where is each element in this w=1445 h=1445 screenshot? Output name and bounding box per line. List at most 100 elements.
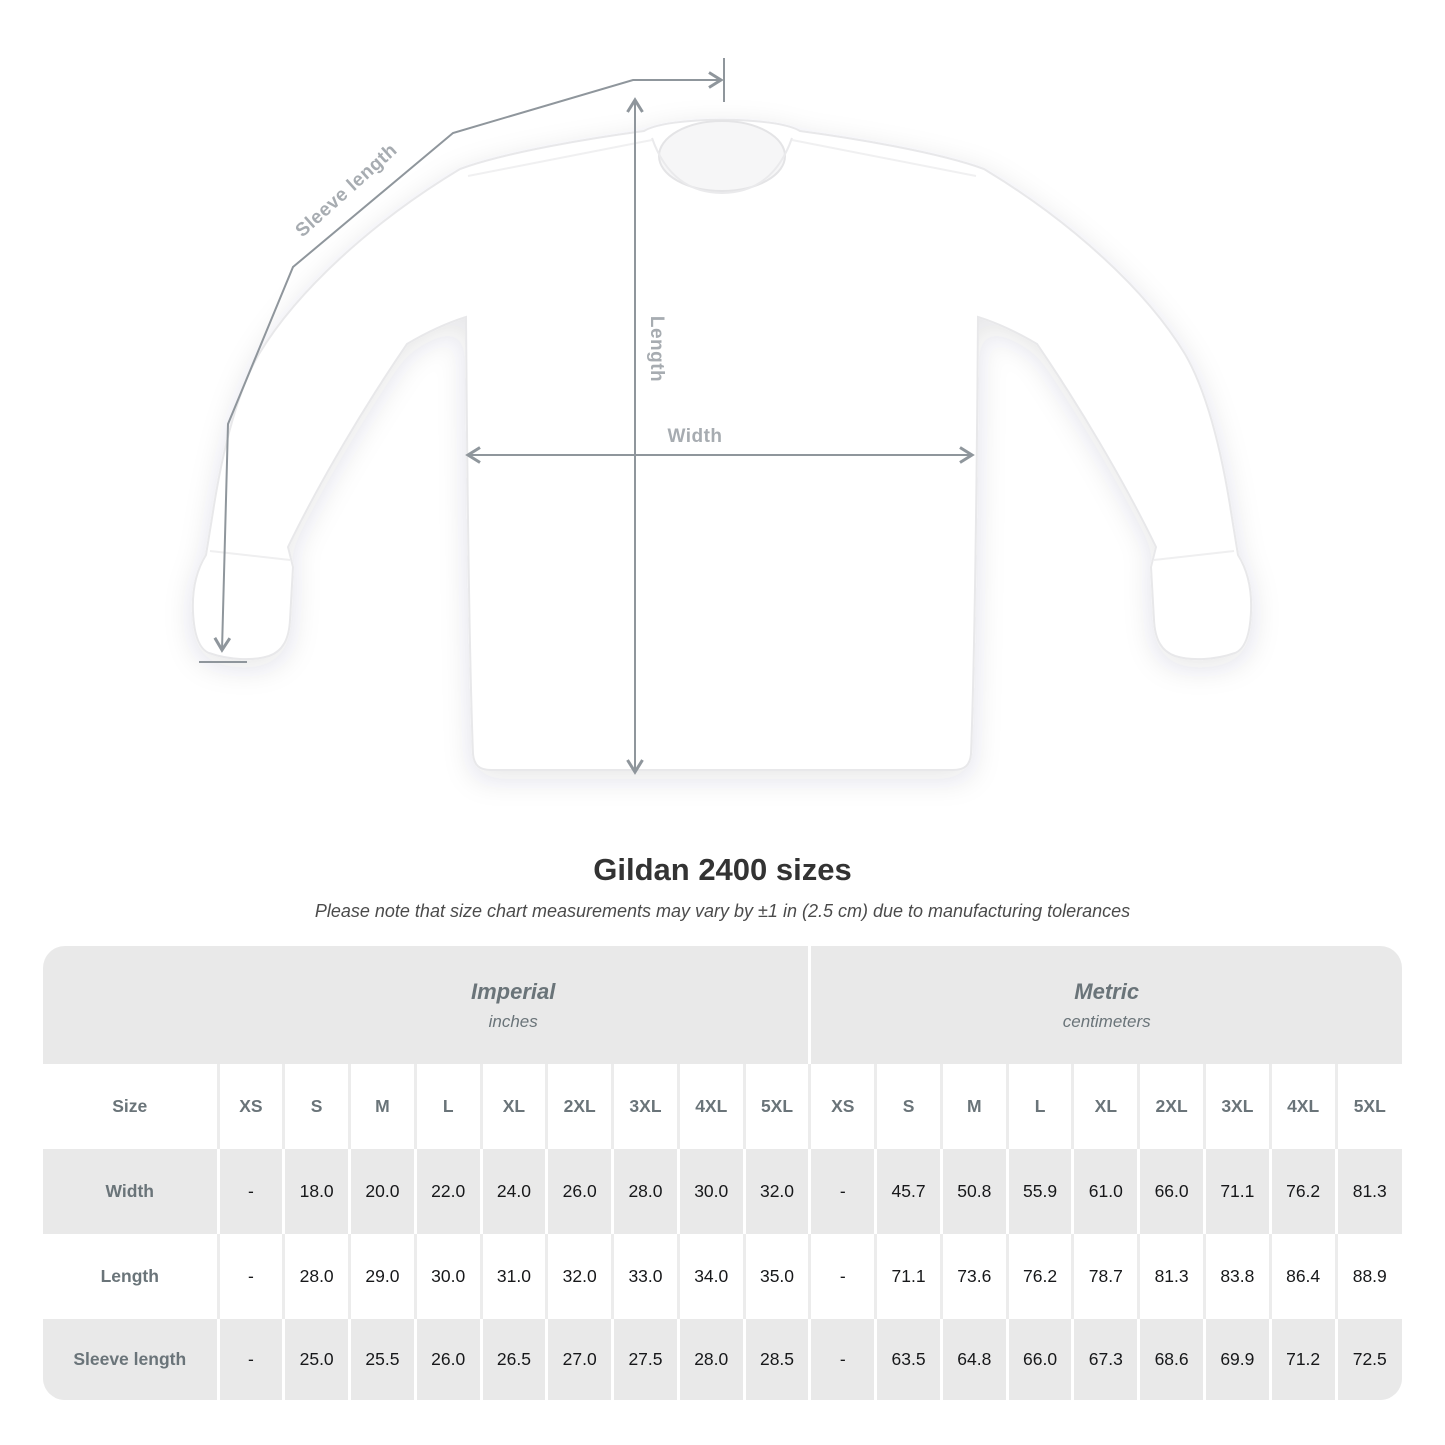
value-cell: 26.5 bbox=[479, 1319, 547, 1400]
size-col-header: 2XL bbox=[1137, 1064, 1205, 1149]
value-cell: 61.0 bbox=[1071, 1149, 1139, 1234]
size-header-row: Size XS S M L XL 2XL 3XL 4XL 5XL XS S M … bbox=[43, 1064, 1402, 1149]
size-col-header: L bbox=[1005, 1064, 1073, 1149]
value-cell: 73.6 bbox=[939, 1234, 1008, 1319]
size-col-header: 4XL bbox=[1268, 1064, 1337, 1149]
shirt-measurement-diagram: Sleeve length Length Width bbox=[191, 58, 1253, 775]
value-cell: 18.0 bbox=[282, 1149, 350, 1234]
value-cell: - bbox=[808, 1234, 876, 1319]
value-cell: 29.0 bbox=[348, 1234, 416, 1319]
size-col-header: XS bbox=[808, 1064, 876, 1149]
size-col-header: 5XL bbox=[742, 1064, 810, 1149]
value-cell: 71.1 bbox=[1202, 1149, 1271, 1234]
value-cell: 31.0 bbox=[479, 1234, 547, 1319]
imperial-group-name: Imperial bbox=[471, 978, 556, 1004]
value-cell: 28.0 bbox=[676, 1319, 745, 1400]
value-cell: 30.0 bbox=[676, 1149, 745, 1234]
value-cell: 68.6 bbox=[1137, 1319, 1205, 1400]
size-col-header: S bbox=[282, 1064, 350, 1149]
value-cell: 27.0 bbox=[545, 1319, 613, 1400]
value-cell: 72.5 bbox=[1334, 1319, 1402, 1400]
value-cell: 24.0 bbox=[479, 1149, 547, 1234]
length-label: Length bbox=[646, 315, 667, 383]
shoulder-seam-right bbox=[791, 139, 977, 177]
size-col-header: 2XL bbox=[545, 1064, 613, 1149]
size-col-header: XL bbox=[479, 1064, 547, 1149]
value-cell: 76.2 bbox=[1005, 1234, 1073, 1319]
row-label: Width bbox=[105, 1181, 154, 1201]
imperial-group-header: Imperial inches bbox=[218, 946, 810, 1064]
value-cell: 28.0 bbox=[611, 1149, 679, 1234]
value-cell: 28.5 bbox=[742, 1319, 810, 1400]
row-label: Sleeve length bbox=[73, 1349, 187, 1369]
value-cell: 28.0 bbox=[282, 1234, 350, 1319]
value-cell: 20.0 bbox=[348, 1149, 416, 1234]
length-row: Length - 28.0 29.0 30.0 31.0 32.0 33.0 3… bbox=[43, 1234, 1402, 1319]
size-col-header: S bbox=[874, 1064, 942, 1149]
value-cell: 26.0 bbox=[413, 1319, 482, 1400]
value-cell: 66.0 bbox=[1137, 1149, 1205, 1234]
size-col-header: 3XL bbox=[611, 1064, 679, 1149]
value-cell: 71.1 bbox=[874, 1234, 942, 1319]
value-cell: 83.8 bbox=[1202, 1234, 1271, 1319]
value-cell: 66.0 bbox=[1005, 1319, 1073, 1400]
unit-group-row: Imperial inches Metric centimeters bbox=[43, 946, 1402, 1064]
metric-group-unit: centimeters bbox=[1062, 1011, 1151, 1031]
size-table: Imperial inches Metric centimeters Size … bbox=[43, 946, 1402, 1400]
value-cell: 50.8 bbox=[939, 1149, 1008, 1234]
value-cell: - bbox=[216, 1149, 284, 1234]
tolerance-note: Please note that size chart measurements… bbox=[314, 901, 1131, 921]
size-col-header: 4XL bbox=[676, 1064, 745, 1149]
row-label: Length bbox=[100, 1266, 159, 1286]
value-cell: 22.0 bbox=[413, 1149, 482, 1234]
value-cell: 69.9 bbox=[1202, 1319, 1271, 1400]
size-col-header: 5XL bbox=[1334, 1064, 1402, 1149]
imperial-group-unit: inches bbox=[488, 1011, 538, 1031]
value-cell: 45.7 bbox=[874, 1149, 942, 1234]
corner-cell bbox=[43, 946, 218, 1064]
value-cell: 76.2 bbox=[1268, 1149, 1337, 1234]
value-cell: 26.0 bbox=[545, 1149, 613, 1234]
cuff-seam-right bbox=[1153, 550, 1235, 561]
measurement-arrows bbox=[199, 58, 975, 775]
value-cell: 25.5 bbox=[348, 1319, 416, 1400]
value-cell: 88.9 bbox=[1334, 1234, 1402, 1319]
size-col-header: XS bbox=[216, 1064, 284, 1149]
value-cell: - bbox=[216, 1319, 284, 1400]
value-cell: - bbox=[808, 1319, 876, 1400]
page-title: Gildan 2400 sizes bbox=[593, 852, 852, 887]
metric-group-name: Metric bbox=[1074, 978, 1140, 1004]
value-cell: 35.0 bbox=[742, 1234, 810, 1319]
size-table-container: Imperial inches Metric centimeters Size … bbox=[43, 946, 1402, 1400]
size-col-header: XL bbox=[1071, 1064, 1139, 1149]
value-cell: - bbox=[808, 1149, 876, 1234]
heading: Gildan 2400 sizes Please note that size … bbox=[0, 820, 1445, 922]
value-cell: 32.0 bbox=[545, 1234, 613, 1319]
value-cell: 63.5 bbox=[874, 1319, 942, 1400]
value-cell: 78.7 bbox=[1071, 1234, 1139, 1319]
collar-opening bbox=[658, 120, 786, 192]
value-cell: 27.5 bbox=[611, 1319, 679, 1400]
value-cell: - bbox=[216, 1234, 284, 1319]
size-col-header: L bbox=[413, 1064, 482, 1149]
value-cell: 30.0 bbox=[413, 1234, 482, 1319]
value-cell: 86.4 bbox=[1268, 1234, 1337, 1319]
width-row: Width - 18.0 20.0 22.0 24.0 26.0 28.0 30… bbox=[43, 1149, 1402, 1234]
size-header: Size bbox=[112, 1096, 148, 1116]
value-cell: 55.9 bbox=[1005, 1149, 1073, 1234]
width-label: Width bbox=[667, 426, 723, 447]
value-cell: 67.3 bbox=[1071, 1319, 1139, 1400]
value-cell: 32.0 bbox=[742, 1149, 810, 1234]
value-cell: 34.0 bbox=[676, 1234, 745, 1319]
sleeve-length-row: Sleeve length - 25.0 25.5 26.0 26.5 27.0… bbox=[43, 1319, 1402, 1400]
value-cell: 81.3 bbox=[1334, 1149, 1402, 1234]
metric-group-header: Metric centimeters bbox=[808, 946, 1402, 1064]
value-cell: 25.0 bbox=[282, 1319, 350, 1400]
value-cell: 33.0 bbox=[611, 1234, 679, 1319]
shirt-illustration bbox=[191, 58, 1253, 775]
value-cell: 64.8 bbox=[939, 1319, 1008, 1400]
size-col-header: M bbox=[348, 1064, 416, 1149]
value-cell: 81.3 bbox=[1137, 1234, 1205, 1319]
value-cell: 71.2 bbox=[1268, 1319, 1337, 1400]
sleeve-length-arrow bbox=[213, 71, 724, 653]
